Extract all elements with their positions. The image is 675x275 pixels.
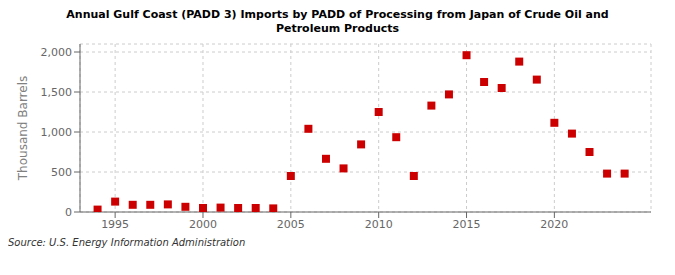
html-text:Source: U.S. Energy Informatio: Source: U.S. Energy Information Administ… bbox=[8, 237, 246, 248]
html-text:Petroleum Products: Petroleum Products bbox=[275, 22, 400, 35]
svg-text:500: 500 bbox=[51, 166, 72, 179]
svg-text:1,500: 1,500 bbox=[41, 86, 73, 99]
svg-text:2020: 2020 bbox=[540, 218, 568, 231]
svg-text:2015: 2015 bbox=[453, 218, 481, 231]
html-text:Annual Gulf Coast (PADD 3) Imp: Annual Gulf Coast (PADD 3) Imports by PA… bbox=[66, 8, 609, 21]
svg-text:Thousand Barrels: Thousand Barrels bbox=[16, 76, 30, 181]
svg-text:2,000: 2,000 bbox=[41, 46, 73, 59]
svg-text:2010: 2010 bbox=[365, 218, 393, 231]
svg-text:1,000: 1,000 bbox=[41, 126, 73, 139]
svg-text:2000: 2000 bbox=[189, 218, 217, 231]
svg-text:0: 0 bbox=[65, 206, 72, 219]
svg-text:2005: 2005 bbox=[277, 218, 305, 231]
svg-text:1995: 1995 bbox=[101, 218, 129, 231]
